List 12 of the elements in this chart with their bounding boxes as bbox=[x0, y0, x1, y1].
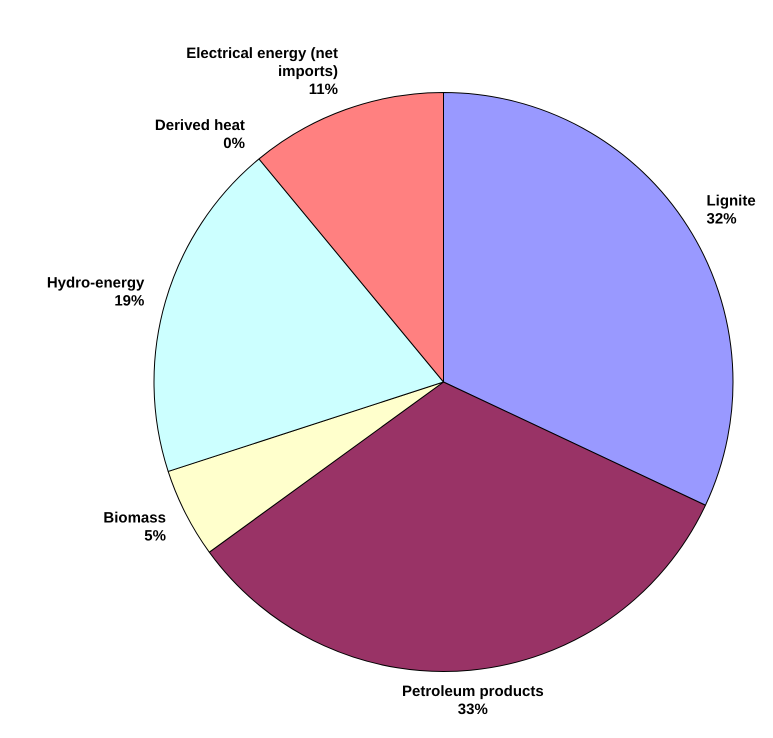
slice-label: Lignite bbox=[706, 192, 756, 210]
slice-label: Hydro-energy bbox=[46, 274, 146, 292]
slice-label: Biomass bbox=[103, 510, 166, 527]
slice-label: Electrical energy (net imports) bbox=[186, 45, 338, 80]
slice-label: Petroleum products bbox=[402, 683, 544, 700]
data-label: 32% bbox=[706, 210, 737, 228]
data-label: 5% bbox=[144, 528, 166, 545]
text: 0% bbox=[223, 135, 245, 152]
category-label: Derived heat bbox=[154, 117, 245, 134]
data-label: 33% bbox=[458, 701, 488, 718]
data-label: 19% bbox=[114, 292, 144, 310]
data-label: 11% bbox=[308, 81, 338, 98]
